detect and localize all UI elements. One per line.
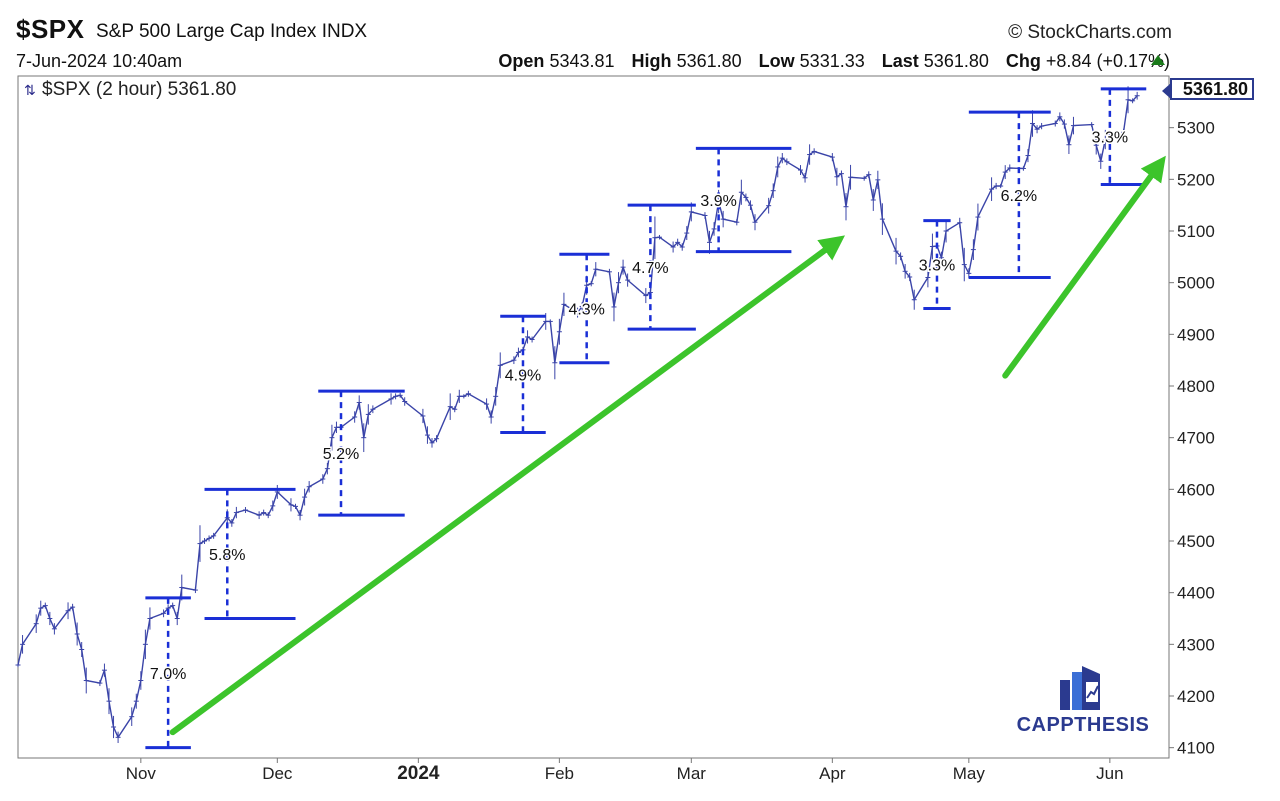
bracket-label: 5.8% (209, 547, 245, 564)
swing-bracket: 7.0% (145, 596, 191, 750)
ohlc-summary: Open 5343.81 High 5361.80 Low 5331.33 La… (498, 51, 1170, 72)
title-row: $SPX S&P 500 Large Cap Index INDX © Stoc… (0, 0, 1280, 50)
y-tick-label: 5200 (1177, 170, 1215, 189)
swing-bracket: 3.3% (1090, 87, 1147, 186)
low-value: 5331.33 (799, 51, 865, 71)
y-tick-label: 5000 (1177, 274, 1215, 293)
y-tick-label: 5300 (1177, 119, 1215, 138)
quote-row: 7-Jun-2024 10:40am Open 5343.81 High 536… (0, 50, 1280, 74)
swing-brackets: 7.0% 5.8% 5.2% 4.9% 4.3% 4.7% 3.9% 3.3% 6.2% 3.3% (145, 87, 1147, 750)
y-tick-label: 4800 (1177, 377, 1215, 396)
last-label: Last (881, 51, 919, 71)
bracket-label: 3.3% (1092, 130, 1128, 147)
swing-bracket: 3.3% (917, 219, 957, 310)
bracket-label: 6.2% (1001, 188, 1037, 205)
x-tick-label: Dec (262, 764, 293, 783)
bracket-label: 3.9% (700, 193, 736, 210)
chg-label: Chg (1005, 51, 1041, 71)
open-value: 5343.81 (549, 51, 615, 71)
trend-arrows (169, 155, 1166, 736)
logo-text: CAPPTHESIS (1016, 714, 1150, 736)
x-tick-label: Nov (126, 764, 157, 783)
index-name: S&P 500 Large Cap Index INDX (96, 21, 367, 43)
y-tick-label: 4700 (1177, 429, 1215, 448)
last-value: 5361.80 (923, 51, 989, 71)
bracket-label: 4.3% (568, 302, 604, 319)
y-axis: 4100 4200 4300 4400 4500 4600 4700 4800 4900 5000… (1169, 119, 1215, 758)
trend-arrow (169, 235, 846, 736)
brand-name: StockCharts.com (1027, 22, 1172, 43)
swing-bracket: 5.8% (204, 487, 296, 620)
high-value: 5361.80 (676, 51, 742, 71)
y-tick-label: 5100 (1177, 222, 1215, 241)
swing-bracket: 4.9% (500, 314, 546, 434)
x-tick-label: Mar (677, 764, 707, 783)
y-tick-label: 4400 (1177, 584, 1215, 603)
bracket-label: 4.9% (505, 367, 541, 384)
chg-value: +8.84 (+0.17%) (1045, 51, 1170, 71)
swing-bracket: 4.7% (627, 203, 696, 331)
legend-text: $SPX (2 hour) 5361.80 (42, 79, 237, 100)
y-tick-label: 4300 (1177, 635, 1215, 654)
capp-thesis-logo: CAPPTHESIS (1012, 660, 1154, 740)
bracket-label: 4.7% (632, 260, 668, 277)
swing-bracket: 3.9% (695, 146, 792, 254)
bracket-label: 3.3% (919, 258, 955, 275)
x-tick-label: 2024 (397, 763, 440, 784)
y-tick-label: 4600 (1177, 480, 1215, 499)
x-tick-label: Jun (1096, 764, 1123, 783)
brand[interactable]: © StockCharts.com (1008, 22, 1172, 44)
bracket-label: 7.0% (150, 666, 186, 683)
y-tick-label: 4900 (1177, 325, 1215, 344)
price-series (15, 86, 1140, 744)
swing-bracket: 6.2% (968, 110, 1051, 279)
candlestick-icon: ⇅ (24, 82, 36, 98)
y-tick-label: 4500 (1177, 532, 1215, 551)
up-arrow-icon (1151, 55, 1165, 65)
low-label: Low (758, 51, 795, 71)
last-price-marker: 5361.80 (1162, 78, 1254, 100)
high-label: High (631, 51, 672, 71)
x-tick-label: May (953, 764, 986, 783)
plot-area (17, 75, 1170, 759)
bar-chart-logo-icon (1060, 666, 1100, 710)
swing-bracket: 5.2% (318, 389, 405, 517)
swing-bracket: 4.3% (559, 252, 610, 365)
x-axis: Nov Dec 2024 Feb Mar Apr May Jun (126, 758, 1124, 784)
index-name-text: S&P 500 Large Cap Index (96, 21, 317, 42)
y-tick-label: 4200 (1177, 687, 1215, 706)
x-tick-label: Feb (545, 764, 574, 783)
chart-legend: ⇅ $SPX (2 hour) 5361.80 (24, 79, 236, 101)
copyright-icon: © (1008, 22, 1023, 43)
symbol: $SPX (16, 14, 85, 44)
open-label: Open (498, 51, 545, 71)
exchange: INDX (321, 21, 368, 42)
trend-arrow (1002, 155, 1166, 379)
quote-date: 7-Jun-2024 10:40am (16, 51, 183, 71)
x-tick-label: Apr (819, 764, 846, 783)
y-tick-label: 4100 (1177, 739, 1215, 758)
bracket-label: 5.2% (323, 446, 359, 463)
